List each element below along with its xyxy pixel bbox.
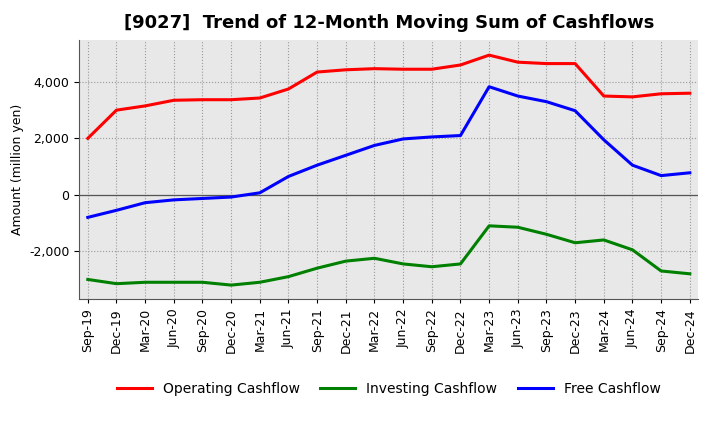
Free Cashflow — [399, 136, 408, 142]
Operating Cashflow — [141, 103, 150, 109]
Free Cashflow — [456, 133, 465, 138]
Free Cashflow — [312, 162, 321, 168]
Free Cashflow — [112, 208, 121, 213]
Line: Operating Cashflow: Operating Cashflow — [88, 55, 690, 138]
Title: [9027]  Trend of 12-Month Moving Sum of Cashflows: [9027] Trend of 12-Month Moving Sum of C… — [124, 15, 654, 33]
Operating Cashflow — [341, 67, 350, 73]
Free Cashflow — [141, 200, 150, 205]
Investing Cashflow — [256, 280, 264, 285]
Operating Cashflow — [370, 66, 379, 71]
Line: Free Cashflow: Free Cashflow — [88, 87, 690, 217]
Operating Cashflow — [513, 59, 522, 65]
Investing Cashflow — [198, 280, 207, 285]
Investing Cashflow — [84, 277, 92, 282]
Legend: Operating Cashflow, Investing Cashflow, Free Cashflow: Operating Cashflow, Investing Cashflow, … — [111, 376, 667, 401]
Free Cashflow — [341, 153, 350, 158]
Y-axis label: Amount (million yen): Amount (million yen) — [11, 104, 24, 235]
Investing Cashflow — [600, 237, 608, 242]
Operating Cashflow — [428, 66, 436, 72]
Operating Cashflow — [600, 93, 608, 99]
Investing Cashflow — [227, 282, 235, 288]
Investing Cashflow — [312, 265, 321, 271]
Operating Cashflow — [198, 97, 207, 103]
Operating Cashflow — [485, 52, 493, 58]
Operating Cashflow — [256, 95, 264, 101]
Free Cashflow — [685, 170, 694, 176]
Operating Cashflow — [657, 91, 665, 96]
Operating Cashflow — [227, 97, 235, 103]
Investing Cashflow — [456, 261, 465, 267]
Free Cashflow — [370, 143, 379, 148]
Free Cashflow — [571, 108, 580, 114]
Operating Cashflow — [456, 62, 465, 68]
Operating Cashflow — [284, 86, 293, 92]
Investing Cashflow — [685, 271, 694, 276]
Operating Cashflow — [399, 66, 408, 72]
Investing Cashflow — [485, 223, 493, 228]
Free Cashflow — [513, 93, 522, 99]
Free Cashflow — [284, 174, 293, 179]
Investing Cashflow — [657, 268, 665, 274]
Investing Cashflow — [112, 281, 121, 286]
Operating Cashflow — [685, 91, 694, 96]
Free Cashflow — [169, 197, 178, 202]
Operating Cashflow — [542, 61, 551, 66]
Investing Cashflow — [428, 264, 436, 269]
Investing Cashflow — [513, 224, 522, 230]
Investing Cashflow — [341, 258, 350, 264]
Investing Cashflow — [399, 261, 408, 267]
Free Cashflow — [84, 215, 92, 220]
Investing Cashflow — [571, 240, 580, 246]
Line: Investing Cashflow: Investing Cashflow — [88, 226, 690, 285]
Free Cashflow — [628, 162, 636, 168]
Investing Cashflow — [628, 247, 636, 253]
Investing Cashflow — [169, 280, 178, 285]
Free Cashflow — [198, 196, 207, 201]
Operating Cashflow — [84, 136, 92, 141]
Investing Cashflow — [284, 274, 293, 279]
Operating Cashflow — [312, 70, 321, 75]
Free Cashflow — [256, 190, 264, 195]
Free Cashflow — [485, 84, 493, 89]
Operating Cashflow — [112, 107, 121, 113]
Free Cashflow — [227, 194, 235, 200]
Free Cashflow — [657, 173, 665, 178]
Investing Cashflow — [370, 256, 379, 261]
Free Cashflow — [542, 99, 551, 104]
Operating Cashflow — [571, 61, 580, 66]
Operating Cashflow — [628, 94, 636, 99]
Operating Cashflow — [169, 98, 178, 103]
Investing Cashflow — [542, 231, 551, 237]
Free Cashflow — [428, 134, 436, 139]
Free Cashflow — [600, 137, 608, 143]
Investing Cashflow — [141, 280, 150, 285]
